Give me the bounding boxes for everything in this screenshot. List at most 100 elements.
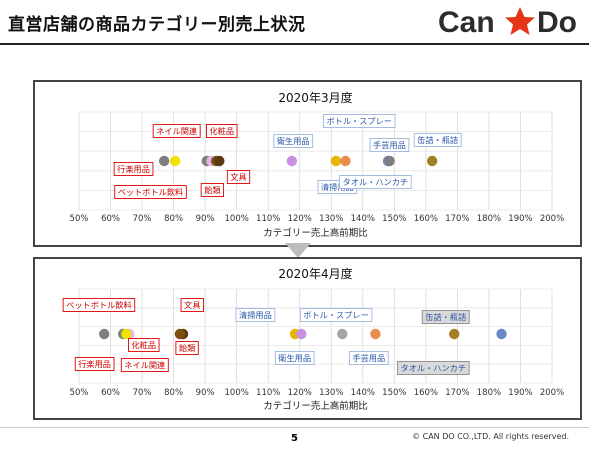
data-label-box [299, 308, 373, 322]
data-label-box [128, 338, 160, 352]
scatter-chart-april: 2020年4月度 50% 60% 70% 80% 90% 100% 110% 120% 130% 1… [62, 266, 564, 412]
data-label: ボトル・スプレー [323, 114, 396, 128]
data-label-box [226, 170, 251, 184]
x-tick-label: 130% [319, 214, 343, 224]
data-label: 衛生用品 [274, 351, 315, 365]
x-tick-label: 100% [225, 388, 249, 398]
data-label-box [413, 133, 462, 147]
data-label-box [397, 361, 470, 375]
company-logo: Can Do [438, 6, 577, 38]
data-label-box [235, 308, 276, 322]
data-label-box [205, 124, 238, 138]
x-tick-label: 90% [196, 388, 215, 398]
data-label-box [62, 298, 136, 312]
footer-divider [0, 427, 589, 428]
data-label-text: タオル・ハンカチ [343, 177, 409, 187]
x-tick-label: 150% [382, 388, 406, 398]
data-label-text: 化粧品 [209, 126, 234, 136]
data-label: 文具 [180, 298, 204, 312]
data-point [174, 328, 186, 340]
data-label: 行楽用品 [113, 162, 154, 176]
title-divider [0, 43, 589, 45]
data-label: 化粧品 [205, 124, 238, 138]
data-label-text: ペットボトル飲料 [118, 187, 184, 197]
data-point [370, 328, 381, 340]
data-label: ボトル・スプレー [299, 308, 373, 322]
data-label-box [348, 351, 389, 365]
data-point [337, 328, 348, 340]
data-point [286, 155, 298, 167]
data-label-box [120, 358, 169, 372]
data-label-box [152, 124, 201, 138]
scatter-chart-march: 2020年3月度 50% 60% 70% 80% 90% 100% 110% 120% 130% 1… [70, 90, 565, 239]
data-label-text: 清掃用品 [321, 182, 354, 192]
data-point [296, 328, 307, 340]
data-label: ネイル関連 [120, 358, 169, 372]
x-tick-label: 190% [508, 388, 532, 398]
x-tick-label: 190% [508, 214, 532, 224]
data-label-text: 清掃用品 [239, 310, 272, 320]
x-axis-label: カテゴリー売上高前期比 [263, 227, 368, 239]
x-tick-label: 100% [225, 214, 249, 224]
data-label: 化粧品 [128, 338, 160, 352]
x-tick-label: 110% [256, 388, 280, 398]
x-tick-label: 140% [351, 214, 375, 224]
data-point [214, 155, 225, 167]
x-tick-label: 70% [133, 388, 152, 398]
x-tick-label: 130% [319, 388, 343, 398]
page-title: 直営店舗の商品カテゴリー別売上状況 [8, 15, 306, 35]
data-label-text: 文具 [230, 172, 246, 182]
chart-panel-april: 2020年4月度 50% 60% 70% 80% 90% 100% 110% 120% 130% 1… [33, 257, 582, 420]
data-label-text: 衛生用品 [277, 136, 310, 146]
data-point [449, 328, 460, 340]
data-label: 行楽用品 [74, 357, 115, 371]
data-label-box [274, 351, 315, 365]
data-label: 手芸用品 [369, 138, 410, 152]
data-label-text: 飴類 [204, 185, 221, 195]
x-tick-label: 110% [256, 214, 280, 224]
data-label-text: 飴類 [179, 343, 196, 353]
data-label: ネイル関連 [152, 124, 201, 138]
data-label: 衛生用品 [273, 134, 314, 148]
data-point [330, 155, 342, 167]
data-label-text: 缶詰・瓶詰 [417, 135, 458, 145]
x-tick-label: 70% [133, 214, 152, 224]
data-label-text: 手芸用品 [352, 353, 385, 363]
x-tick-label: 180% [477, 388, 501, 398]
logo-text-right: Do [537, 6, 577, 38]
chart-panel-march: 2020年3月度 50% 60% 70% 80% 90% 100% 110% 120% 130% 1… [33, 80, 582, 247]
x-tick-label: 60% [101, 214, 120, 224]
x-tick-label: 180% [477, 214, 501, 224]
data-point [384, 155, 395, 167]
data-label-text: タオル・ハンカチ [401, 363, 467, 373]
data-point [169, 155, 181, 167]
x-tick-label: 170% [445, 214, 469, 224]
data-point [99, 328, 110, 340]
data-label-box [200, 183, 225, 197]
logo-text-left: Can [438, 6, 495, 38]
x-tick-label: 160% [414, 388, 438, 398]
x-tick-label: 200% [540, 214, 564, 224]
x-tick-label: 140% [351, 388, 375, 398]
data-label-box [369, 138, 410, 152]
copyright-text: © CAN DO CO.,LTD. All rights reserved. [412, 432, 569, 441]
data-label-text: ペットボトル飲料 [66, 300, 132, 310]
data-label-box [339, 175, 412, 189]
chart-title: 2020年3月度 [278, 90, 352, 105]
data-label-box [180, 298, 204, 312]
data-label-text: 缶詰・瓶詰 [425, 312, 466, 322]
data-label-text: ネイル関連 [156, 126, 197, 136]
data-label-text: 行楽用品 [78, 359, 111, 369]
down-arrow-icon [285, 243, 311, 258]
x-tick-label: 200% [540, 388, 564, 398]
x-tick-label: 120% [288, 388, 312, 398]
data-label-text: ネイル関連 [124, 360, 165, 370]
data-label-text: ボトル・スプレー [303, 310, 369, 320]
data-label: 手芸用品 [348, 351, 389, 365]
x-tick-label: 170% [445, 388, 469, 398]
data-label-text: 行楽用品 [117, 164, 150, 174]
data-label: 飴類 [200, 183, 225, 197]
data-label: 缶詰・瓶詰 [421, 310, 470, 324]
x-tick-label: 50% [70, 214, 89, 224]
data-label: ペットボトル飲料 [62, 298, 136, 312]
